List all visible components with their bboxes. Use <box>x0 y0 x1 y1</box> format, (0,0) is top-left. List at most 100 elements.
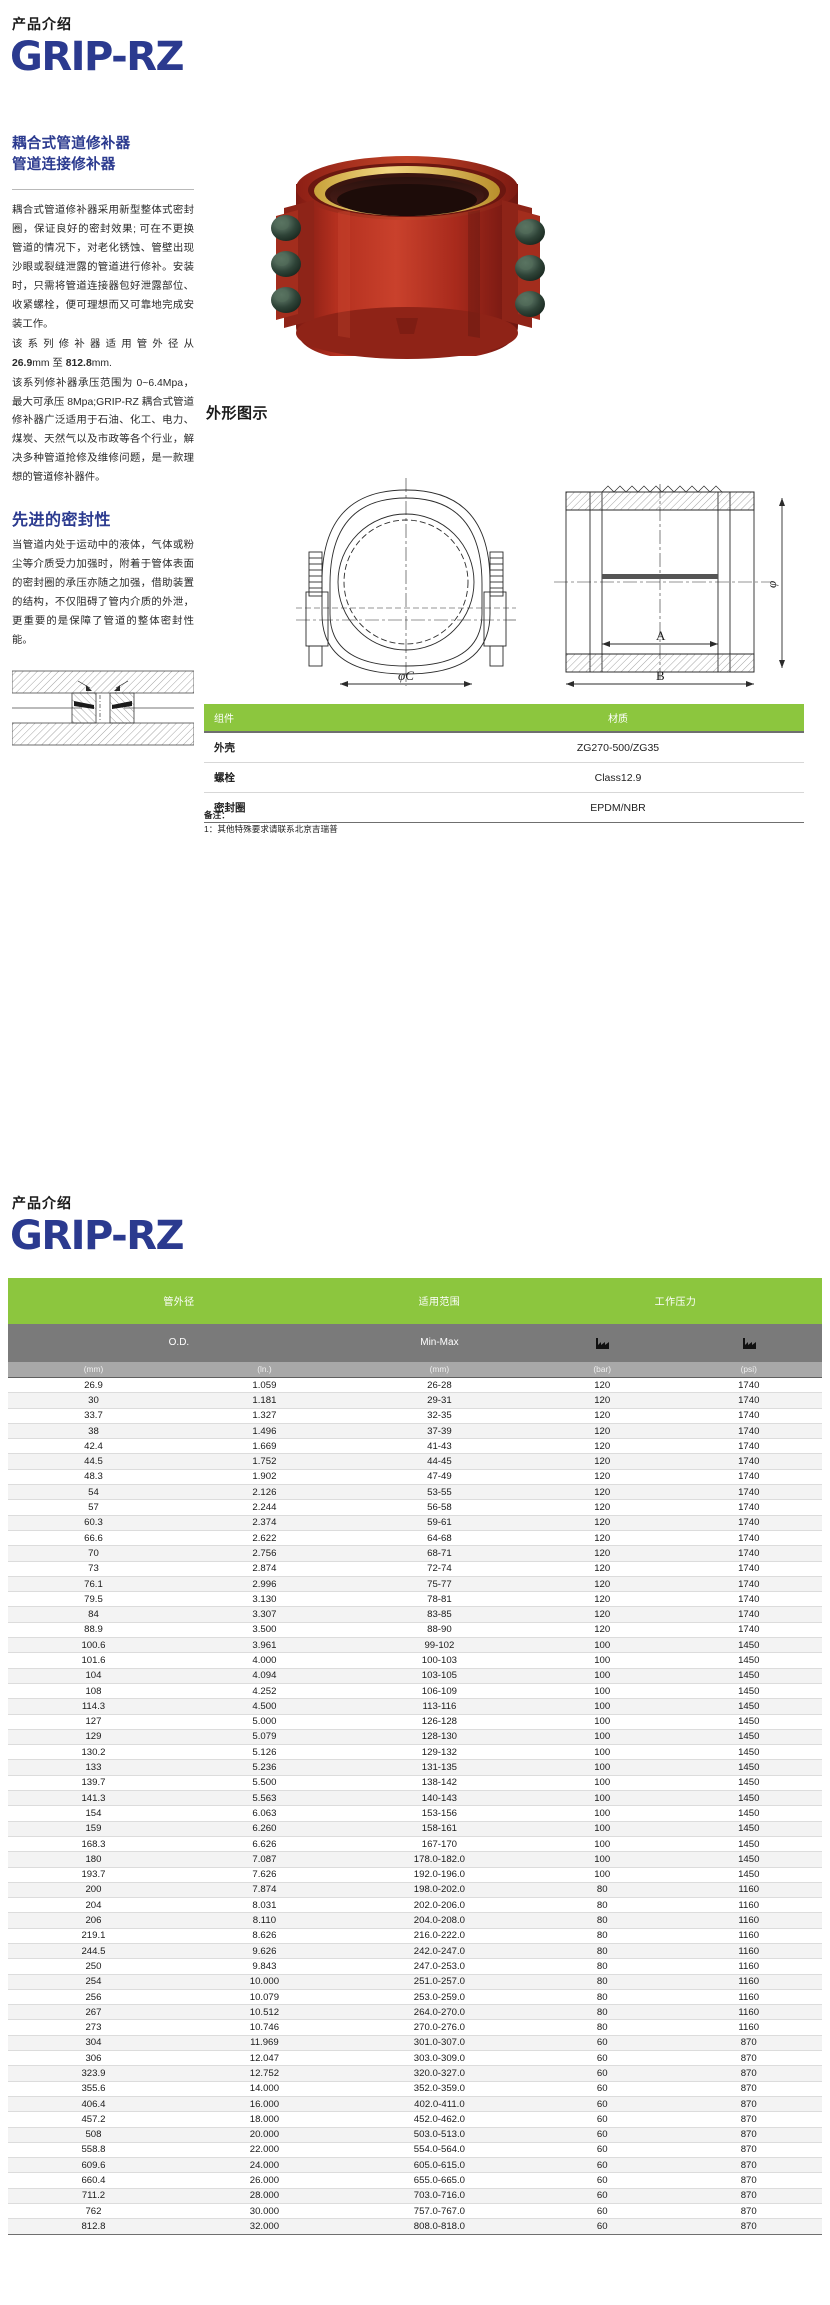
spec-cell-psi: 1160 <box>675 1912 822 1929</box>
spec-cell-od-mm: 323.9 <box>8 2065 179 2082</box>
spec-cell-od-mm: 306 <box>8 2050 179 2067</box>
section-product-overview: 产品介绍 GRIP-RZ 耦合式管道修补器 管道连接修补器 耦合式管道修补器采用… <box>0 14 830 1169</box>
intro-paragraph: 耦合式管道修补器采用新型整体式密封圈，保证良好的密封效果; 可在不更换管道的情况… <box>12 205 194 330</box>
spec-cell-od-in: 10.079 <box>178 1989 350 2006</box>
spec-cell-range-mm: 53-55 <box>349 1484 529 1501</box>
table-row: 79.5 3.130 78-81 120 1740 <box>8 1591 822 1608</box>
range-unit-min: mm <box>32 357 50 369</box>
spec-cell-range-mm: 253.0-259.0 <box>349 1989 529 2006</box>
spec-cell-psi: 870 <box>675 2127 822 2143</box>
spec-cell-od-mm: 244.5 <box>8 1943 179 1960</box>
table-row: 457.2 18.000 452.0-462.0 60 870 <box>8 2111 822 2128</box>
spec-cell-bar: 60 <box>528 2035 676 2052</box>
table-row: 812.8 32.000 808.0-818.0 60 870 <box>8 2218 822 2235</box>
spec-cell-od-in: 6.626 <box>178 1836 350 1853</box>
spec-cell-psi: 1450 <box>675 1805 822 1822</box>
spec-unit-in: (ln.) <box>178 1361 350 1378</box>
table-row: 54 2.126 53-55 120 1740 <box>8 1484 822 1501</box>
spec-cell-bar: 80 <box>528 1897 676 1914</box>
table-row: 204 8.031 202.0-206.0 80 1160 <box>8 1897 822 1914</box>
spec-cell-od-in: 2.874 <box>178 1561 350 1577</box>
spec-cell-bar: 120 <box>528 1453 676 1470</box>
spec-cell-od-mm: 193.7 <box>8 1867 179 1883</box>
spec-cell-range-mm: 503.0-513.0 <box>349 2127 529 2143</box>
spec-cell-range-mm: 303.0-309.0 <box>349 2050 529 2067</box>
spec-cell-range-mm: 247.0-253.0 <box>349 1958 529 1975</box>
spec-cell-bar: 100 <box>528 1790 676 1807</box>
spec-cell-psi: 1450 <box>675 1821 822 1837</box>
spec-cell-od-in: 32.000 <box>178 2218 350 2235</box>
spec-cell-bar: 60 <box>528 2142 676 2159</box>
spec-cell-od-in: 3.961 <box>178 1637 350 1654</box>
spec-cell-range-mm: 59-61 <box>349 1515 529 1531</box>
bolt-cluster-left <box>271 215 301 313</box>
spec-cell-od-mm: 44.5 <box>8 1453 179 1470</box>
product-subtitle-line-2: 管道连接修补器 <box>12 156 116 173</box>
spec-cell-od-mm: 30 <box>8 1392 179 1409</box>
spec-cell-od-in: 2.996 <box>178 1576 350 1593</box>
spec-cell-bar: 120 <box>528 1561 676 1577</box>
table-row: 66.6 2.622 64-68 120 1740 <box>8 1530 822 1547</box>
spec-cell-psi: 1450 <box>675 1729 822 1746</box>
spec-cell-psi: 1740 <box>675 1453 822 1470</box>
spec-cell-od-mm: 127 <box>8 1714 179 1730</box>
spec-cell-bar: 100 <box>528 1714 676 1730</box>
table-row: 660.4 26.000 655.0-665.0 60 870 <box>8 2172 822 2189</box>
spec-cell-psi: 1450 <box>675 1836 822 1853</box>
spec-cell-bar: 60 <box>528 2203 676 2220</box>
table-row: 外壳 ZG270-500/ZG35 <box>204 732 804 763</box>
spec-cell-od-mm: 130.2 <box>8 1744 179 1761</box>
spec-cell-psi: 1450 <box>675 1790 822 1807</box>
spec-cell-psi: 1450 <box>675 1867 822 1883</box>
spec-cell-bar: 100 <box>528 1851 676 1868</box>
spec-cell-psi: 1740 <box>675 1377 822 1394</box>
spec-cell-od-in: 4.094 <box>178 1668 350 1684</box>
product-subtitle-line-1: 耦合式管道修补器 <box>12 136 131 152</box>
spec-cell-range-mm: 198.0-202.0 <box>349 1882 529 1899</box>
spec-cell-od-in: 3.307 <box>178 1606 350 1623</box>
spec-cell-bar: 100 <box>528 1836 676 1853</box>
spec-cell-bar: 60 <box>528 2096 676 2113</box>
spec-cell-range-mm: 44-45 <box>349 1453 529 1470</box>
table-row: 762 30.000 757.0-767.0 60 870 <box>8 2203 822 2220</box>
spec-sub-header-row: O.D. Min-Max <box>8 1323 822 1362</box>
table-row: 104 4.094 103-105 100 1450 <box>8 1668 822 1684</box>
label-diameter-d: φ <box>764 581 779 588</box>
label-diameter-c: φC <box>398 668 414 683</box>
spec-cell-bar: 120 <box>528 1545 676 1562</box>
spec-cell-od-mm: 609.6 <box>8 2157 179 2174</box>
material-cell-value: Class12.9 <box>432 762 804 793</box>
spec-cell-psi: 1740 <box>675 1469 822 1486</box>
product-subtitle: 耦合式管道修补器 管道连接修补器 <box>12 134 194 175</box>
spec-cell-od-in: 3.130 <box>178 1591 350 1608</box>
spec-cell-od-mm: 660.4 <box>8 2172 179 2189</box>
spec-cell-range-mm: 106-109 <box>349 1683 529 1700</box>
intro-body-text: 耦合式管道修补器采用新型整体式密封圈，保证良好的密封效果; 可在不更换管道的情况… <box>12 202 194 488</box>
spec-cell-range-mm: 47-49 <box>349 1469 529 1486</box>
spec-cell-range-mm: 37-39 <box>349 1423 529 1440</box>
spec-cell-bar: 60 <box>528 2157 676 2174</box>
spec-cell-od-mm: 108 <box>8 1683 179 1700</box>
spec-cell-range-mm: 264.0-270.0 <box>349 2004 529 2021</box>
spec-unit-header-row: (mm) (ln.) (mm) (bar) (psi) <box>8 1361 822 1378</box>
material-cell-component: 螺栓 <box>204 762 432 793</box>
spec-cell-od-in: 10.512 <box>178 2004 350 2021</box>
spec-cell-psi: 870 <box>675 2172 822 2189</box>
spec-cell-od-in: 4.000 <box>178 1652 350 1669</box>
table-row: 133 5.236 131-135 100 1450 <box>8 1759 822 1776</box>
table-row: 84 3.307 83-85 120 1740 <box>8 1606 822 1623</box>
spec-cell-od-in: 2.374 <box>178 1515 350 1531</box>
spec-cell-psi: 1740 <box>675 1545 822 1562</box>
spec-cell-bar: 120 <box>528 1438 676 1455</box>
spec-cell-psi: 1450 <box>675 1698 822 1715</box>
table-row: 76.1 2.996 75-77 120 1740 <box>8 1576 822 1593</box>
note-title: 备注： <box>204 810 230 820</box>
spec-cell-od-mm: 304 <box>8 2035 179 2052</box>
spec-cell-od-in: 5.500 <box>178 1775 350 1792</box>
table-row: 42.4 1.669 41-43 120 1740 <box>8 1438 822 1455</box>
spec-cell-range-mm: 64-68 <box>349 1530 529 1547</box>
spec-cell-psi: 1450 <box>675 1683 822 1700</box>
table-row: 193.7 7.626 192.0-196.0 100 1450 <box>8 1867 822 1883</box>
spec-cell-bar: 60 <box>528 2065 676 2082</box>
spec-cell-psi: 870 <box>675 2081 822 2097</box>
